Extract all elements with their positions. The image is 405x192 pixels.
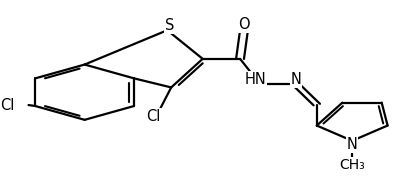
- Text: Cl: Cl: [146, 108, 160, 123]
- Text: N: N: [290, 72, 301, 87]
- Text: HN: HN: [243, 72, 265, 87]
- Text: S: S: [165, 18, 174, 33]
- Text: O: O: [238, 17, 249, 32]
- Text: CH₃: CH₃: [339, 158, 364, 172]
- Text: Cl: Cl: [0, 98, 14, 113]
- Text: N: N: [346, 137, 357, 152]
